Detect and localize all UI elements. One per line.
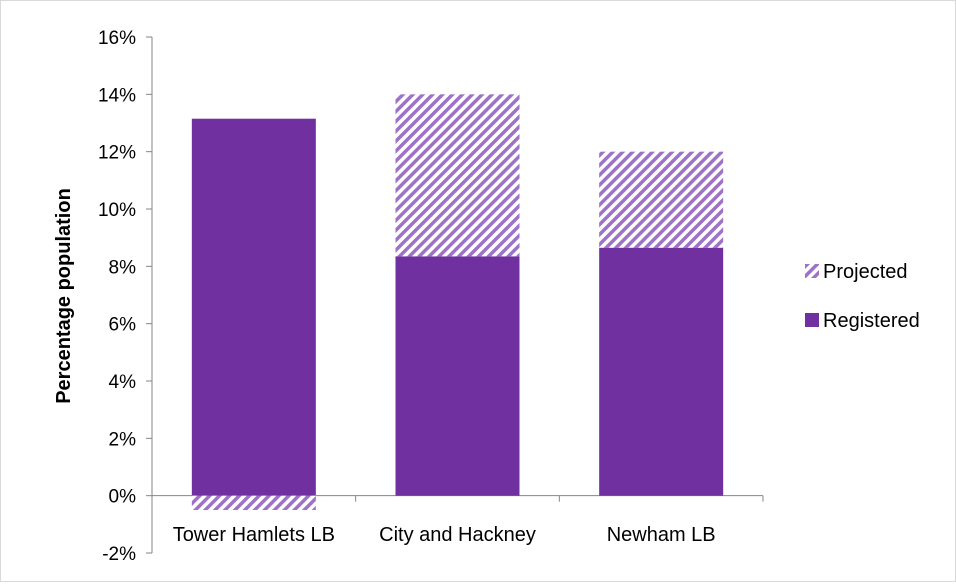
legend-swatch-projected: [805, 264, 819, 278]
y-tick-label: 8%: [109, 257, 137, 278]
bar-projected-0: [191, 495, 316, 510]
x-category-label: Tower Hamlets LB: [173, 524, 335, 546]
y-tick-label: 10%: [98, 200, 136, 221]
y-axis-title: Percentage population: [53, 188, 75, 404]
legend-label-registered: Registered: [823, 310, 920, 332]
y-tick-label: 14%: [98, 85, 136, 106]
bar-registered-1: [395, 256, 520, 496]
x-category-label: Newham LB: [607, 524, 716, 546]
bar-projected-1: [395, 94, 520, 257]
bar-projected-2: [599, 151, 724, 248]
y-tick-label: 2%: [109, 429, 137, 450]
y-tick-label: -2%: [102, 544, 136, 565]
bar-registered-0: [191, 118, 316, 496]
y-tick-label: 16%: [98, 28, 136, 49]
y-tick-label: 12%: [98, 143, 136, 164]
bar-registered-2: [599, 247, 724, 496]
legend-swatch-registered: [805, 313, 819, 327]
x-category-label: City and Hackney: [379, 524, 536, 546]
y-tick-label: 6%: [109, 315, 137, 336]
y-tick-label: 4%: [109, 372, 137, 393]
y-tick-label: 0%: [109, 487, 137, 508]
legend-label-projected: Projected: [823, 261, 908, 283]
